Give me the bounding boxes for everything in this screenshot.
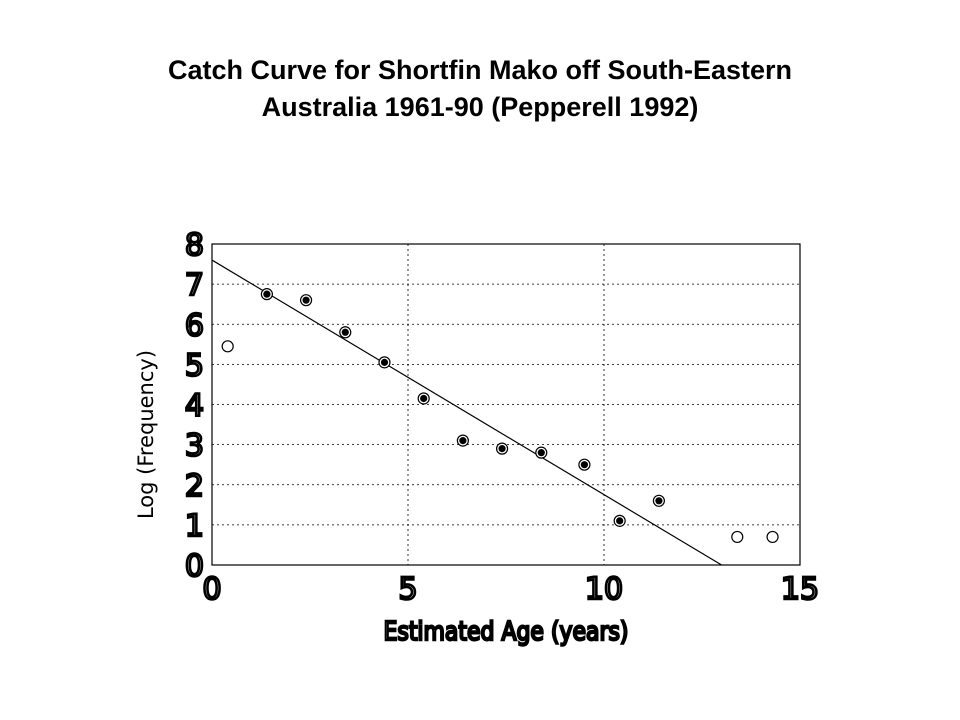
x-tick-label-0: 0 — [202, 572, 221, 607]
data-point-outer — [221, 340, 234, 353]
data-point — [302, 296, 310, 304]
data-point — [420, 394, 428, 403]
y-tick-label-4: 4 — [185, 389, 204, 424]
data-point — [537, 449, 545, 457]
data-point — [263, 290, 271, 298]
y-axis-label: Log (Frequency) — [134, 350, 158, 519]
data-point — [498, 445, 506, 453]
y-tick-label-0: 0 — [185, 549, 204, 584]
tick-labels-layer: 0 1 2 3 4 5 6 7 8 0 5 10 15 — [184, 227, 821, 609]
plot-frame — [211, 243, 801, 566]
data-point — [655, 497, 663, 505]
y-tick-label-5: 5 — [185, 348, 204, 383]
data-point-outer — [766, 530, 779, 544]
y-tick-label-6: 6 — [185, 308, 204, 343]
fit-line-layer — [211, 259, 722, 566]
y-tick-label-8: 8 — [185, 228, 204, 263]
data-point-outer — [731, 530, 744, 544]
chart-title-line-2: Australia 1961-90 (Pepperell 1992) — [261, 92, 699, 122]
data-point — [459, 437, 467, 445]
data-point — [380, 358, 389, 366]
chart-title: Catch Curve for Shortfin Mako off South-… — [0, 52, 960, 126]
y-tick-label-7: 7 — [185, 268, 204, 303]
data-point — [580, 461, 589, 469]
x-tick-label-5: 5 — [398, 572, 417, 607]
regression-line — [211, 259, 722, 566]
y-tick-label-3: 3 — [185, 429, 204, 464]
x-axis-label: Estimated Age (years) — [384, 617, 629, 647]
data-point — [341, 328, 349, 336]
grid-layer — [212, 244, 800, 565]
x-tick-label-10: 10 — [585, 572, 623, 607]
chart-title-line-1: Catch Curve for Shortfin Mako off South-… — [167, 55, 793, 85]
x-tick-label-15: 15 — [781, 572, 819, 607]
data-point — [616, 517, 624, 525]
y-tick-label-2: 2 — [185, 469, 204, 504]
y-tick-label-1: 1 — [185, 509, 204, 544]
points-layer — [221, 288, 779, 544]
